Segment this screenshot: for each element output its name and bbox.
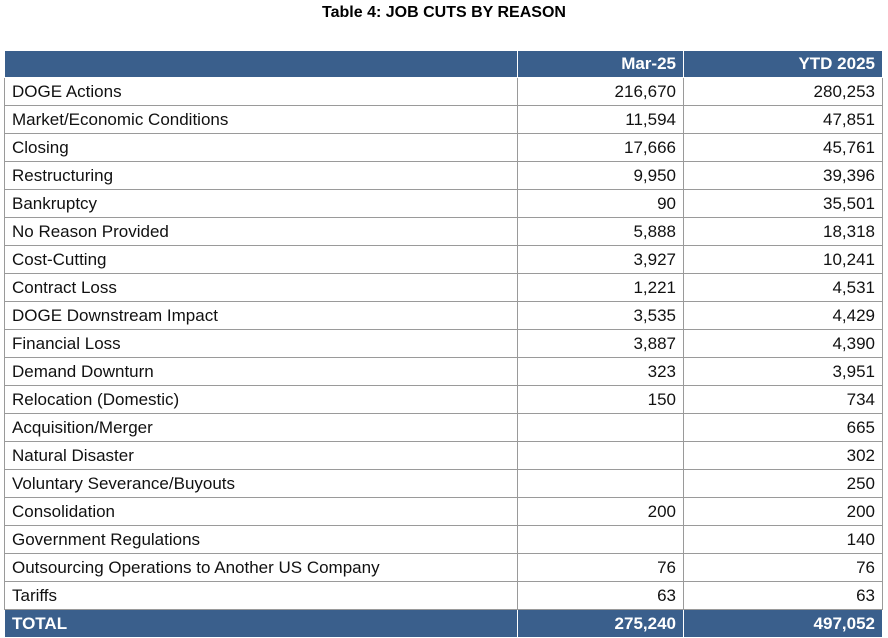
table-row: Voluntary Severance/Buyouts 250 [4,469,883,498]
table-header: Mar-25 YTD 2025 [4,50,883,78]
reason-cell: Relocation (Domestic) [4,385,518,414]
table-row: Outsourcing Operations to Another US Com… [4,553,883,582]
ytd-value-cell: 3,951 [683,357,883,386]
table-row: Demand Downturn 323 3,951 [4,357,883,386]
month-value-cell: 323 [517,357,684,386]
header-row: Mar-25 YTD 2025 [4,50,883,78]
table-row: Bankruptcy 90 35,501 [4,189,883,218]
ytd-value-cell: 200 [683,497,883,526]
month-value-cell: 216,670 [517,77,684,106]
month-value-cell: 90 [517,189,684,218]
month-value-cell: 5,888 [517,217,684,246]
table-row: Acquisition/Merger 665 [4,413,883,442]
month-value-cell: 17,666 [517,133,684,162]
header-ytd: YTD 2025 [683,50,883,78]
ytd-value-cell: 47,851 [683,105,883,134]
month-value-cell: 150 [517,385,684,414]
total-month: 275,240 [517,609,684,638]
total-row: TOTAL 275,240 497,052 [4,609,883,638]
total-ytd: 497,052 [683,609,883,638]
total-label: TOTAL [4,609,518,638]
reason-cell: Acquisition/Merger [4,413,518,442]
reason-cell: Government Regulations [4,525,518,554]
ytd-value-cell: 665 [683,413,883,442]
reason-cell: Cost-Cutting [4,245,518,274]
table-row: No Reason Provided 5,888 18,318 [4,217,883,246]
table-row: Financial Loss 3,887 4,390 [4,329,883,358]
ytd-value-cell: 4,429 [683,301,883,330]
table-row: Relocation (Domestic) 150 734 [4,385,883,414]
month-value-cell: 1,221 [517,273,684,302]
reason-cell: Contract Loss [4,273,518,302]
month-value-cell [517,525,684,554]
ytd-value-cell: 35,501 [683,189,883,218]
table-row: Government Regulations 140 [4,525,883,554]
ytd-value-cell: 302 [683,441,883,470]
reason-cell: Bankruptcy [4,189,518,218]
ytd-value-cell: 76 [683,553,883,582]
ytd-value-cell: 18,318 [683,217,883,246]
header-month: Mar-25 [517,50,684,78]
table-body: DOGE Actions 216,670 280,253 Market/Economi… [4,77,883,610]
ytd-value-cell: 10,241 [683,245,883,274]
reason-cell: Demand Downturn [4,357,518,386]
reason-cell: Natural Disaster [4,441,518,470]
table-footer: TOTAL 275,240 497,052 [4,609,883,638]
ytd-value-cell: 734 [683,385,883,414]
table-row: Cost-Cutting 3,927 10,241 [4,245,883,274]
month-value-cell: 3,927 [517,245,684,274]
reason-cell: DOGE Downstream Impact [4,301,518,330]
job-cuts-table: Mar-25 YTD 2025 DOGE Actions 216,670 280,2… [4,50,883,638]
table-row: DOGE Actions 216,670 280,253 [4,77,883,106]
month-value-cell: 200 [517,497,684,526]
reason-cell: Closing [4,133,518,162]
reason-cell: Outsourcing Operations to Another US Com… [4,553,518,582]
reason-cell: Voluntary Severance/Buyouts [4,469,518,498]
table-row: DOGE Downstream Impact 3,535 4,429 [4,301,883,330]
reason-cell: Consolidation [4,497,518,526]
table-row: Closing 17,666 45,761 [4,133,883,162]
month-value-cell: 3,887 [517,329,684,358]
table-row: Natural Disaster 302 [4,441,883,470]
ytd-value-cell: 250 [683,469,883,498]
month-value-cell: 9,950 [517,161,684,190]
ytd-value-cell: 45,761 [683,133,883,162]
table-row: Consolidation 200 200 [4,497,883,526]
month-value-cell [517,469,684,498]
month-value-cell: 3,535 [517,301,684,330]
ytd-value-cell: 4,390 [683,329,883,358]
table-row: Market/Economic Conditions 11,594 47,851 [4,105,883,134]
header-reason [4,50,518,78]
table-row: Tariffs 63 63 [4,581,883,610]
ytd-value-cell: 39,396 [683,161,883,190]
table-row: Restructuring 9,950 39,396 [4,161,883,190]
table-title: Table 4: JOB CUTS BY REASON [322,4,566,21]
reason-cell: Restructuring [4,161,518,190]
month-value-cell [517,441,684,470]
ytd-value-cell: 4,531 [683,273,883,302]
reason-cell: Tariffs [4,581,518,610]
reason-cell: Financial Loss [4,329,518,358]
ytd-value-cell: 280,253 [683,77,883,106]
month-value-cell [517,413,684,442]
ytd-value-cell: 140 [683,525,883,554]
ytd-value-cell: 63 [683,581,883,610]
month-value-cell: 11,594 [517,105,684,134]
reason-cell: No Reason Provided [4,217,518,246]
reason-cell: Market/Economic Conditions [4,105,518,134]
reason-cell: DOGE Actions [4,77,518,106]
month-value-cell: 63 [517,581,684,610]
month-value-cell: 76 [517,553,684,582]
table-row: Contract Loss 1,221 4,531 [4,273,883,302]
